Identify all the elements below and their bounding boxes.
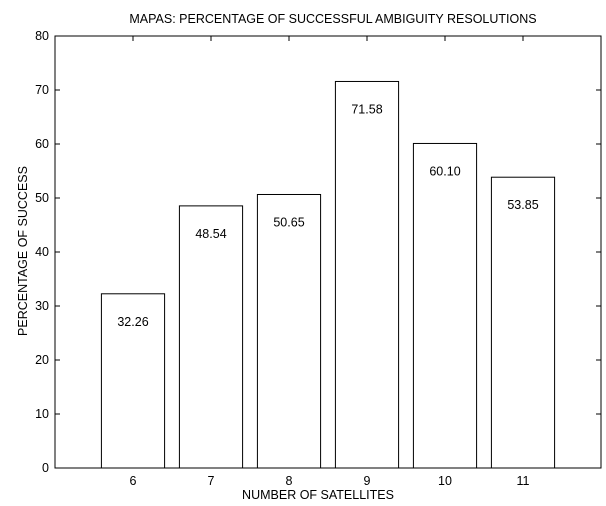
x-tick-label: 8 bbox=[286, 474, 293, 488]
bar-9 bbox=[334, 80, 400, 469]
x-tick-label: 9 bbox=[364, 474, 371, 488]
y-tick-label: 10 bbox=[35, 407, 49, 421]
x-tick-label: 6 bbox=[130, 474, 137, 488]
y-axis-ticks: 0 10 20 30 40 50 60 70 80 bbox=[35, 29, 601, 475]
chart-title: MAPAS: PERCENTAGE OF SUCCESSFUL AMBIGUIT… bbox=[129, 12, 536, 26]
x-tick-label: 10 bbox=[438, 474, 452, 488]
y-tick-label: 0 bbox=[42, 461, 49, 475]
bar-value-label-6: 32.26 bbox=[117, 315, 148, 329]
bar-value-label-11: 53.85 bbox=[507, 198, 538, 212]
y-tick-label: 70 bbox=[35, 83, 49, 97]
y-tick-label: 50 bbox=[35, 191, 49, 205]
bar-6 bbox=[100, 293, 166, 469]
y-tick-label: 30 bbox=[35, 299, 49, 313]
data-labels: 32.26 48.54 50.65 71.58 60.10 53.85 bbox=[117, 102, 538, 328]
bar-11 bbox=[490, 176, 556, 469]
bar-8 bbox=[256, 193, 322, 469]
y-tick-label: 80 bbox=[35, 29, 49, 43]
y-tick-label: 40 bbox=[35, 245, 49, 259]
x-tick-label: 11 bbox=[517, 474, 530, 488]
y-tick-label: 60 bbox=[35, 137, 49, 151]
bars bbox=[100, 80, 556, 469]
bar-value-label-9: 71.58 bbox=[351, 102, 382, 116]
x-tick-label: 7 bbox=[208, 474, 215, 488]
bar-value-label-8: 50.65 bbox=[273, 215, 304, 229]
y-tick-label: 20 bbox=[35, 353, 49, 367]
y-axis-label: PERCENTAGE OF SUCCESS bbox=[16, 166, 30, 336]
bar-10 bbox=[412, 142, 478, 469]
bar-value-label-10: 60.10 bbox=[429, 164, 460, 178]
bar-7 bbox=[178, 205, 244, 469]
bar-value-label-7: 48.54 bbox=[195, 227, 226, 241]
x-axis-label: NUMBER OF SATELLITES bbox=[242, 488, 394, 502]
